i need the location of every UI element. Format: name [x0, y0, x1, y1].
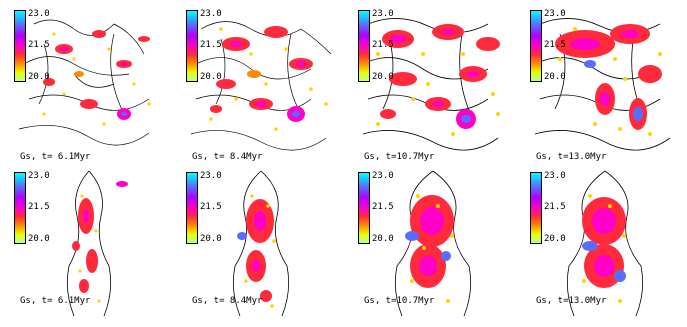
panel-faceon-4: 23.0 21.5 20.0 Gs, t=13.0Myr [520, 4, 687, 162]
density-map [394, 170, 472, 317]
panel-edgeon-4: 23.0 21.5 20.0 Gs, t=13.0Myr [520, 166, 687, 324]
colorbar-tick-mid: 21.5 [200, 40, 222, 50]
colorbar [186, 172, 198, 244]
panel-edgeon-2: 23.0 21.5 20.0 Gs, t= 8.4Myr [176, 166, 344, 324]
colorbar [186, 10, 198, 82]
density-map [66, 170, 128, 317]
colorbar [530, 172, 542, 244]
colorbar-tick-mid: 21.5 [200, 202, 222, 212]
colorbar [14, 172, 26, 244]
colorbar-tick-min: 20.0 [372, 234, 394, 244]
colorbar [530, 10, 542, 82]
colorbar-tick-max: 23.0 [28, 9, 50, 19]
panel-faceon-3: 23.0 21.5 20.0 Gs, t=10.7Myr [348, 4, 516, 162]
colorbar-tick-min: 20.0 [28, 72, 50, 82]
density-map [534, 18, 671, 151]
panel-faceon-2: 23.0 21.5 20.0 Gs, t= 8.4Myr [176, 4, 344, 162]
panel-label: Gs, t=13.0Myr [536, 296, 607, 306]
colorbar-tick-max: 23.0 [372, 171, 394, 181]
panel-label: Gs, t=10.7Myr [364, 152, 435, 162]
colorbar-tick-mid: 21.5 [28, 40, 50, 50]
colorbar-tick-min: 20.0 [544, 72, 566, 82]
density-map [232, 170, 290, 317]
panel-faceon-1: 23.0 21.5 20.0 Gs, t= 6.1Myr [4, 4, 172, 162]
colorbar-tick-min: 20.0 [544, 234, 566, 244]
colorbar [358, 172, 370, 244]
density-map [566, 170, 644, 317]
panel-edgeon-3: 23.0 21.5 20.0 Gs, t=10.7Myr [348, 166, 516, 324]
colorbar-tick-max: 23.0 [372, 9, 394, 19]
colorbar-tick-min: 20.0 [200, 72, 222, 82]
panel-label: Gs, t= 6.1Myr [20, 296, 91, 306]
colorbar-tick-min: 20.0 [372, 72, 394, 82]
colorbar-tick-mid: 21.5 [28, 202, 50, 212]
colorbar-tick-mid: 21.5 [372, 40, 394, 50]
colorbar-tick-max: 23.0 [544, 171, 566, 181]
colorbar-tick-mid: 21.5 [544, 202, 566, 212]
colorbar-tick-min: 20.0 [28, 234, 50, 244]
panel-label: Gs, t= 8.4Myr [192, 152, 263, 162]
colorbar-tick-max: 23.0 [200, 171, 222, 181]
colorbar [358, 10, 370, 82]
panel-label: Gs, t=10.7Myr [364, 296, 435, 306]
density-map [362, 18, 500, 151]
density-map [190, 21, 332, 151]
colorbar-tick-max: 23.0 [28, 171, 50, 181]
colorbar-tick-mid: 21.5 [372, 202, 394, 212]
panel-edgeon-1: 23.0 21.5 20.0 Gs, t= 6.1Myr [4, 166, 172, 324]
colorbar-tick-max: 23.0 [200, 9, 222, 19]
panel-label: Gs, t= 8.4Myr [192, 296, 263, 306]
density-map [18, 19, 151, 146]
colorbar [14, 10, 26, 82]
colorbar-tick-mid: 21.5 [544, 40, 566, 50]
panel-label: Gs, t=13.0Myr [536, 152, 607, 162]
colorbar-tick-max: 23.0 [544, 9, 566, 19]
panel-label: Gs, t= 6.1Myr [20, 152, 91, 162]
colorbar-tick-min: 20.0 [200, 234, 222, 244]
